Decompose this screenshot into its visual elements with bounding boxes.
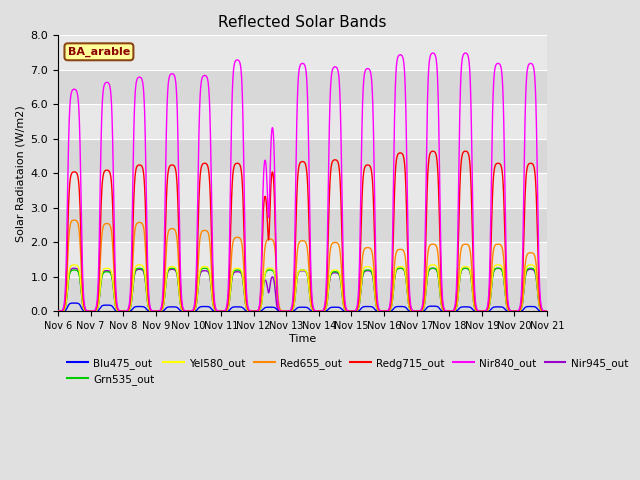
- Nir945_out: [543, 309, 550, 314]
- Nir945_out: [142, 284, 150, 290]
- Blu475_out: [54, 309, 62, 314]
- Redg715_out: [142, 219, 150, 225]
- Red655_out: [385, 308, 392, 314]
- Redg715_out: [385, 308, 392, 313]
- Blu475_out: [412, 309, 419, 314]
- Text: BA_arable: BA_arable: [68, 47, 130, 57]
- Red655_out: [70, 217, 78, 223]
- Yel580_out: [440, 307, 447, 313]
- Nir945_out: [440, 308, 447, 313]
- Yel580_out: [142, 281, 150, 287]
- Nir840_out: [54, 309, 62, 314]
- X-axis label: Time: Time: [289, 334, 316, 344]
- Grn535_out: [284, 309, 292, 314]
- Blu475_out: [543, 309, 551, 314]
- Red655_out: [440, 307, 447, 312]
- Nir840_out: [142, 166, 150, 172]
- Yel580_out: [543, 309, 550, 314]
- Bar: [58, 139, 547, 173]
- Yel580_out: [543, 309, 551, 314]
- Nir840_out: [543, 309, 550, 314]
- Bar: [58, 104, 547, 139]
- Yel580_out: [412, 309, 419, 314]
- Grn535_out: [543, 309, 550, 314]
- Nir945_out: [543, 309, 551, 314]
- Redg715_out: [284, 309, 292, 314]
- Red655_out: [142, 257, 150, 263]
- Grn535_out: [543, 309, 551, 314]
- Nir945_out: [70, 265, 78, 271]
- Line: Nir840_out: Nir840_out: [58, 53, 547, 312]
- Redg715_out: [54, 309, 62, 314]
- Bar: [58, 242, 547, 277]
- Blu475_out: [142, 306, 150, 312]
- Blu475_out: [543, 309, 550, 314]
- Line: Nir945_out: Nir945_out: [58, 268, 547, 312]
- Red655_out: [284, 309, 292, 314]
- Bar: [58, 277, 547, 312]
- Nir840_out: [412, 309, 419, 314]
- Nir840_out: [385, 307, 392, 312]
- Blu475_out: [284, 309, 292, 314]
- Redg715_out: [543, 309, 551, 314]
- Redg715_out: [543, 309, 550, 314]
- Bar: [58, 173, 547, 208]
- Nir840_out: [429, 50, 436, 56]
- Nir840_out: [440, 302, 447, 308]
- Grn535_out: [136, 265, 143, 271]
- Line: Blu475_out: Blu475_out: [58, 303, 547, 312]
- Red655_out: [412, 309, 419, 314]
- Legend: Blu475_out, Grn535_out, Yel580_out, Red655_out, Redg715_out, Nir840_out, Nir945_: Blu475_out, Grn535_out, Yel580_out, Red6…: [63, 354, 632, 389]
- Bar: [58, 70, 547, 104]
- Nir840_out: [284, 308, 292, 314]
- Yel580_out: [284, 309, 292, 314]
- Grn535_out: [412, 309, 419, 314]
- Grn535_out: [54, 309, 62, 314]
- Blu475_out: [70, 300, 78, 306]
- Nir945_out: [54, 309, 62, 314]
- Line: Yel580_out: Yel580_out: [58, 265, 547, 312]
- Redg715_out: [429, 148, 436, 154]
- Line: Red655_out: Red655_out: [58, 220, 547, 312]
- Nir840_out: [543, 309, 551, 314]
- Red655_out: [54, 309, 62, 314]
- Nir945_out: [385, 308, 392, 314]
- Title: Reflected Solar Bands: Reflected Solar Bands: [218, 15, 387, 30]
- Bar: [58, 208, 547, 242]
- Yel580_out: [54, 309, 62, 314]
- Bar: [58, 36, 547, 70]
- Yel580_out: [385, 308, 392, 314]
- Blu475_out: [385, 309, 392, 314]
- Blu475_out: [440, 308, 447, 314]
- Grn535_out: [385, 308, 392, 314]
- Redg715_out: [412, 309, 419, 314]
- Red655_out: [543, 309, 550, 314]
- Nir945_out: [284, 309, 292, 314]
- Line: Redg715_out: Redg715_out: [58, 151, 547, 312]
- Y-axis label: Solar Radiataion (W/m2): Solar Radiataion (W/m2): [15, 105, 25, 242]
- Grn535_out: [142, 284, 150, 289]
- Line: Grn535_out: Grn535_out: [58, 268, 547, 312]
- Nir945_out: [412, 309, 419, 314]
- Grn535_out: [440, 308, 447, 313]
- Redg715_out: [440, 305, 447, 311]
- Red655_out: [543, 309, 551, 314]
- Yel580_out: [70, 262, 78, 268]
